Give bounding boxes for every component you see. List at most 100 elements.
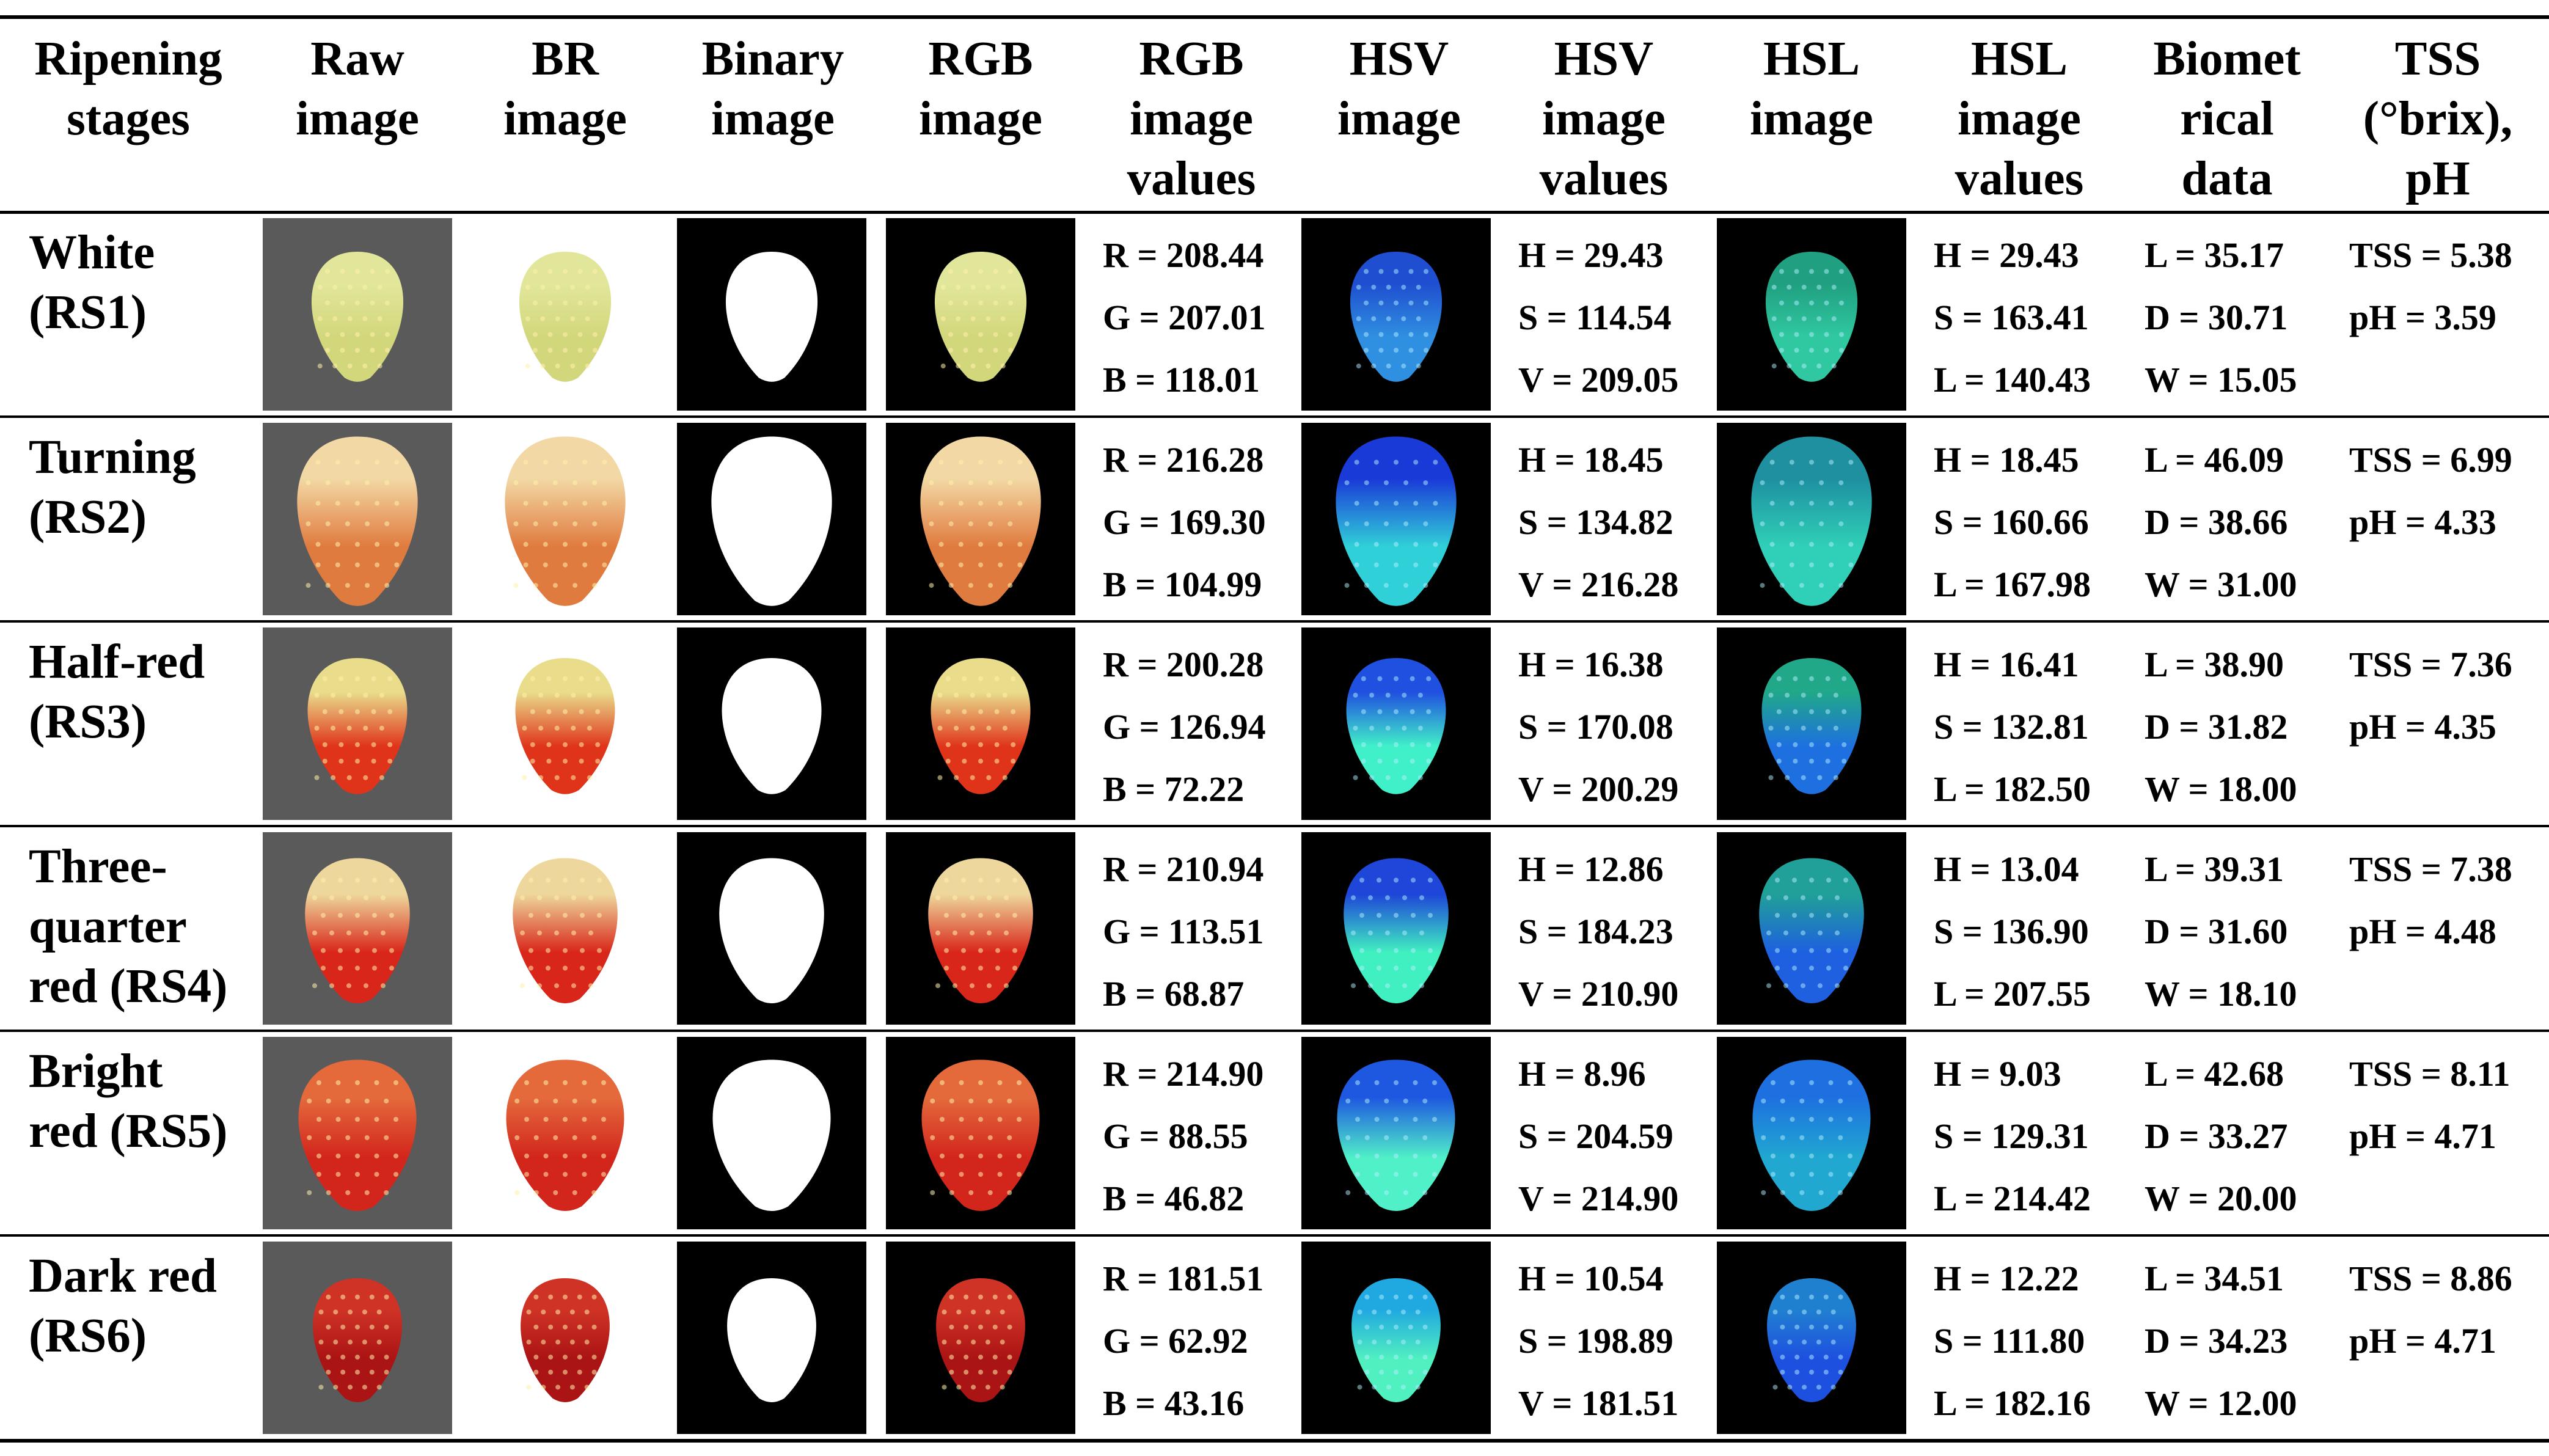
value-line: H = 16.41 (1934, 645, 2079, 684)
strawberry-shape (1336, 436, 1457, 606)
value-line: B = 46.82 (1103, 1179, 1245, 1218)
column-header: HSV image (1337, 32, 1461, 145)
value-line: V = 216.28 (1518, 565, 1679, 604)
value-line: B = 43.16 (1103, 1383, 1245, 1423)
strawberry-shape (513, 858, 618, 1004)
raw-image (263, 1037, 452, 1229)
hsv-image (1301, 832, 1491, 1025)
stage-label: Three- quarter red (RS4) (29, 840, 228, 1013)
value-line: TSS = 5.38 (2349, 235, 2512, 275)
value-line: S = 111.80 (1934, 1321, 2085, 1361)
value-line: W = 20.00 (2145, 1179, 2297, 1218)
raw-image (263, 218, 452, 411)
value-line: D = 34.23 (2145, 1321, 2288, 1361)
strawberry-shape (936, 1278, 1025, 1402)
strawberry-shape (725, 252, 818, 382)
strawberry-shape (934, 252, 1027, 382)
hsv-image (1301, 423, 1491, 615)
strawberry-shape (505, 436, 626, 606)
achene-dots (942, 1294, 1012, 1390)
achene-dots (1344, 459, 1438, 588)
value-line: V = 181.51 (1518, 1383, 1679, 1423)
column-header: BR image (503, 32, 627, 145)
value-line: H = 12.22 (1934, 1259, 2079, 1298)
value-line: D = 31.60 (2145, 912, 2288, 951)
achene-dots (305, 459, 400, 588)
value-line: pH = 4.71 (2349, 1116, 2496, 1156)
value-line: V = 210.90 (1518, 974, 1679, 1014)
br-image (470, 218, 660, 411)
strawberry-shape (1761, 658, 1862, 794)
achene-dots (1766, 877, 1848, 989)
achene-dots (520, 877, 602, 989)
achene-dots (1771, 269, 1844, 369)
binary-image (677, 218, 866, 411)
achene-dots (1357, 1294, 1428, 1390)
stage-label: Half-red (RS3) (29, 635, 205, 748)
value-line: L = 35.17 (2145, 235, 2284, 275)
value-line: R = 181.51 (1103, 1259, 1264, 1298)
achene-dots (1772, 1294, 1843, 1390)
strawberry-shape (298, 1059, 417, 1211)
value-line: TSS = 8.86 (2349, 1259, 2512, 1298)
stage-label: White (RS1) (29, 226, 155, 339)
value-line: V = 214.90 (1518, 1179, 1679, 1218)
hsv-image (1301, 1037, 1491, 1229)
value-line: TSS = 8.11 (2349, 1054, 2511, 1094)
binary-image (677, 423, 866, 615)
br-image (470, 1242, 660, 1434)
value-line: H = 8.96 (1518, 1054, 1646, 1094)
rgb-image (886, 423, 1075, 615)
value-line: H = 18.45 (1934, 440, 2079, 480)
raw-image (263, 1242, 452, 1434)
value-line: L = 38.90 (2145, 645, 2284, 684)
strawberry-shape (521, 1278, 610, 1402)
value-line: S = 114.54 (1518, 298, 1672, 337)
value-line: L = 207.55 (1934, 974, 2091, 1014)
value-line: L = 182.16 (1934, 1383, 2091, 1423)
value-line: H = 12.86 (1518, 849, 1664, 889)
value-line: S = 170.08 (1518, 707, 1673, 747)
value-line: S = 160.66 (1934, 502, 2089, 542)
strawberry-shape (928, 858, 1033, 1004)
value-line: D = 38.66 (2145, 502, 2288, 542)
value-line: H = 29.43 (1518, 235, 1664, 275)
hsl-image (1717, 423, 1906, 615)
column-header: HSL image (1750, 32, 1873, 145)
table-rule (0, 825, 2549, 827)
value-line: L = 214.42 (1934, 1179, 2091, 1218)
achene-dots (1761, 1080, 1852, 1195)
value-line: V = 200.29 (1518, 769, 1679, 809)
value-line: S = 132.81 (1934, 707, 2089, 747)
rgb-image (886, 1037, 1075, 1229)
value-line: D = 31.82 (2145, 707, 2288, 747)
achene-dots (318, 1294, 389, 1390)
value-line: D = 33.27 (2145, 1116, 2288, 1156)
stage-label: Dark red (RS6) (29, 1249, 217, 1363)
br-image (470, 627, 660, 820)
strawberry-shape (1344, 858, 1449, 1004)
achene-dots (1356, 269, 1428, 369)
column-header: Binary image (701, 32, 844, 145)
strawberry-shape (1752, 1059, 1871, 1211)
value-line: G = 169.30 (1103, 502, 1266, 542)
value-line: L = 42.68 (2145, 1054, 2284, 1094)
value-line: W = 12.00 (2145, 1383, 2297, 1423)
hsl-image (1717, 627, 1906, 820)
binary-image (677, 627, 866, 820)
value-line: L = 46.09 (2145, 440, 2284, 480)
column-header: RGB image (919, 32, 1042, 145)
value-line: L = 34.51 (2145, 1259, 2284, 1298)
strawberry-shape (1765, 252, 1858, 382)
rgb-image (886, 627, 1075, 820)
achene-dots (314, 676, 393, 780)
br-image (470, 832, 660, 1025)
table-rule (0, 1234, 2549, 1237)
achene-dots (940, 269, 1013, 369)
value-line: S = 184.23 (1518, 912, 1673, 951)
value-line: S = 204.59 (1518, 1116, 1673, 1156)
strawberry-shape (311, 252, 404, 382)
column-header: Ripening stages (34, 32, 222, 145)
hsl-image (1717, 218, 1906, 411)
